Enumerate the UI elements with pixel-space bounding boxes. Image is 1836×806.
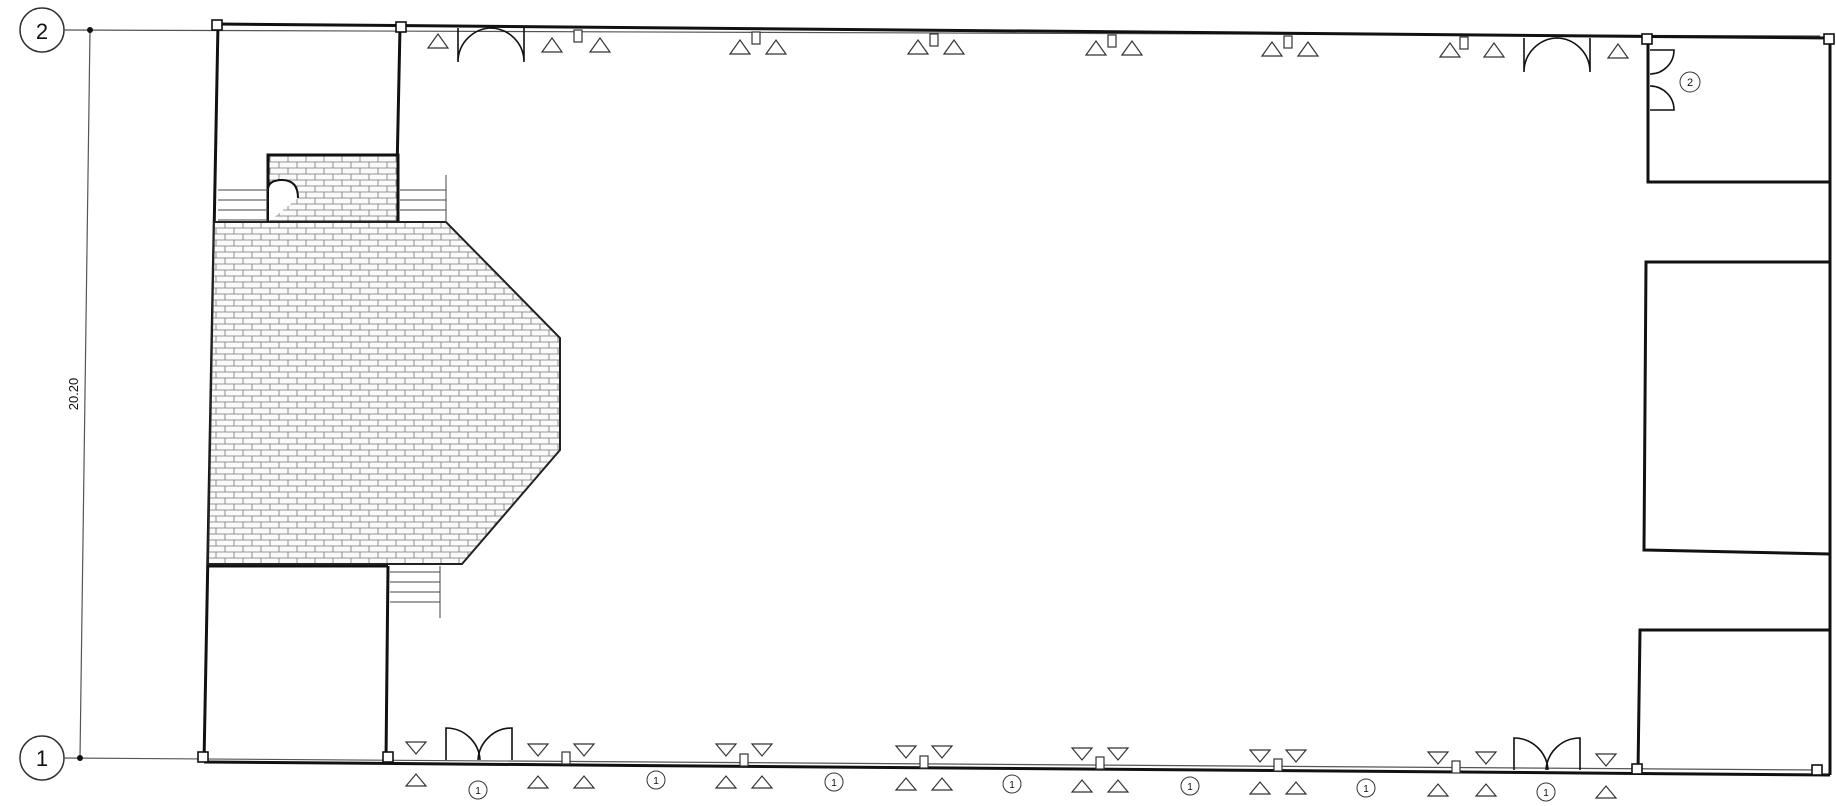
grid-axis-1-label: 1 <box>36 746 48 771</box>
window-tags: 1 1 1 1 1 1 1 <box>468 770 1556 802</box>
window-tag-label: 1 <box>1363 784 1369 795</box>
bottom-fixtures <box>404 741 1618 799</box>
door-tag: 2 <box>1679 71 1701 93</box>
depth-dimension: 20.20 <box>66 27 93 761</box>
window-tag: 1 <box>1356 778 1376 798</box>
door-tag-label: 2 <box>1687 77 1693 89</box>
top-doors <box>457 27 1675 111</box>
right-rooms <box>1636 38 1831 773</box>
window-tag: 1 <box>468 780 488 800</box>
window-tag: 1 <box>1536 782 1556 802</box>
stage-platform <box>206 153 561 618</box>
bottom-doors <box>445 727 1581 771</box>
stage-steps-left <box>218 189 268 221</box>
window-tag-label: 1 <box>475 786 481 797</box>
window-tag-label: 1 <box>831 778 837 789</box>
window-tag: 1 <box>824 772 844 792</box>
window-tag-label: 1 <box>1187 782 1193 793</box>
window-tag: 1 <box>1180 776 1200 796</box>
window-tag: 1 <box>1002 774 1022 794</box>
grid-axis-1: 1 <box>19 735 1821 781</box>
grid-axis-2-label: 2 <box>36 19 48 44</box>
window-tag: 1 <box>646 770 666 790</box>
structural-columns <box>197 19 1835 776</box>
stage-steps-bottom <box>390 566 441 618</box>
depth-dimension-label: 20.20 <box>66 378 81 411</box>
stage-steps-right <box>400 175 447 222</box>
window-tag-label: 1 <box>1009 780 1015 791</box>
window-tag-label: 1 <box>1543 788 1549 799</box>
top-fixtures <box>426 29 1630 59</box>
window-tag-label: 1 <box>653 776 659 787</box>
